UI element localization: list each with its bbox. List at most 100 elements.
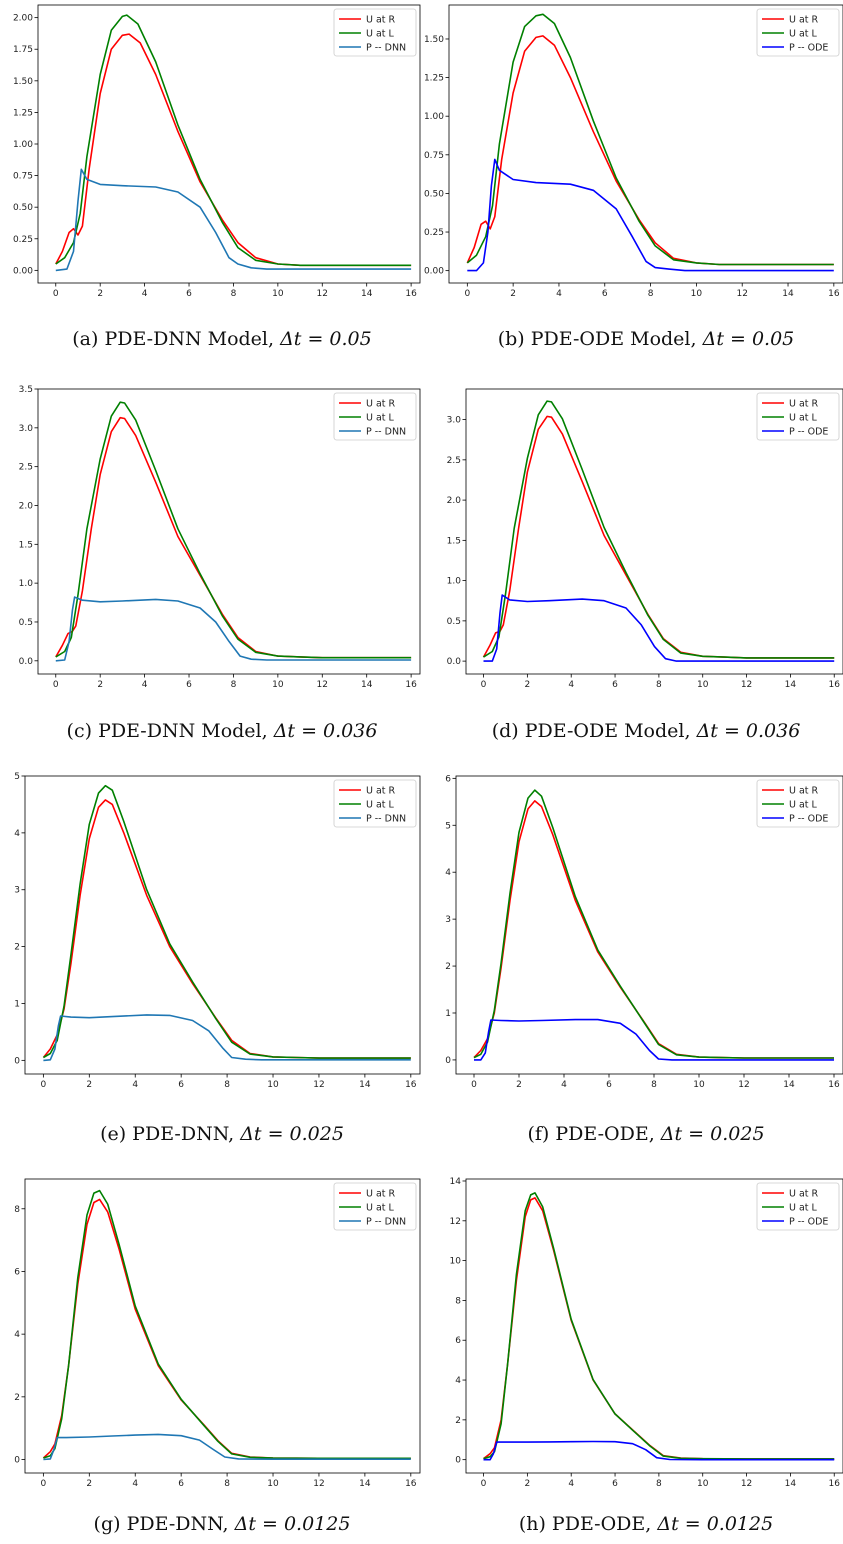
legend-label: U at L	[366, 29, 395, 40]
series-line-h-2	[483, 1440, 835, 1461]
y-tick-label: 14	[450, 1177, 462, 1187]
legend-label: U at R	[789, 399, 819, 410]
x-tick-label: 0	[464, 289, 470, 299]
y-tick-label: 4	[14, 829, 20, 839]
x-tick-label: 0	[53, 289, 59, 299]
x-tick-label: 6	[186, 680, 192, 690]
axes-frame	[37, 388, 421, 675]
x-tick-label: 0	[481, 680, 487, 690]
y-tick-label: 2.5	[19, 463, 33, 473]
legend-label: U at R	[366, 15, 396, 26]
x-tick-label: 6	[612, 680, 618, 690]
x-tick-label: 16	[405, 680, 417, 690]
y-tick-label: 1.00	[424, 112, 444, 122]
legend-label: U at R	[366, 1189, 396, 1200]
x-tick-label: 6	[186, 289, 192, 299]
chart-panel-b: 0 2 4 6 8 10 12 14 16 0.00 0.25 0.50 0.75 1.00 1.25 1.5…	[424, 4, 843, 350]
y-tick-label: 0.0	[19, 657, 34, 667]
x-tick-label: 14	[361, 289, 373, 299]
x-tick-label: 16	[829, 680, 841, 690]
series-line-b-0	[466, 35, 834, 266]
caption-math: Δt = 0.05	[702, 328, 795, 350]
series-line-b-1	[466, 13, 834, 266]
y-tick-label: 2	[445, 962, 451, 972]
series-line-g-2	[43, 1433, 411, 1461]
legend-label: P -- DNN	[366, 427, 406, 438]
axes-frame	[465, 1178, 843, 1474]
x-tick-label: 4	[142, 289, 148, 299]
x-tick-label: 12	[317, 289, 328, 299]
legend: U at R U at L P -- ODE	[756, 1182, 840, 1231]
y-tick-label: 2	[14, 1393, 20, 1403]
x-tick-label: 8	[656, 1479, 662, 1489]
caption-label: (b)	[498, 328, 531, 350]
caption-text: PDE-DNN Model,	[104, 328, 280, 350]
x-tick-label: 6	[178, 1479, 184, 1489]
series-line-c-2	[55, 596, 412, 662]
x-tick-label: 4	[568, 680, 574, 690]
y-tick-label: 2.0	[447, 496, 462, 506]
series-line-e-0	[42, 799, 411, 1059]
caption-label: (h)	[519, 1513, 552, 1535]
caption-text: PDE-ODE Model,	[531, 328, 703, 350]
x-tick-label: 8	[651, 1080, 657, 1090]
y-tick-label: 8	[455, 1296, 461, 1306]
y-tick-label: 2	[14, 943, 20, 953]
y-tick-label: 2.0	[19, 501, 34, 511]
series-line-d-2	[483, 594, 835, 662]
x-tick-label: 0	[53, 680, 59, 690]
legend-label: U at L	[366, 1203, 395, 1214]
x-tick-label: 4	[142, 680, 148, 690]
x-tick-label: 16	[405, 1479, 417, 1489]
series-line-g-0	[42, 1198, 411, 1460]
x-tick-label: 16	[828, 1080, 840, 1090]
x-tick-label: 14	[359, 1479, 371, 1489]
subfigure-caption: (e) PDE-DNN, Δt = 0.025	[100, 1123, 344, 1145]
x-tick-label: 10	[697, 680, 709, 690]
y-tick-label: 5	[445, 821, 451, 831]
x-tick-label: 10	[267, 1080, 279, 1090]
x-tick-label: 4	[132, 1080, 138, 1090]
x-tick-label: 2	[86, 1080, 92, 1090]
y-tick-label: 0	[445, 1056, 451, 1066]
x-tick-label: 0	[41, 1479, 47, 1489]
subfigure-caption: (h) PDE-ODE, Δt = 0.0125	[519, 1513, 773, 1535]
x-tick-label: 8	[224, 1479, 230, 1489]
y-tick-label: 12	[450, 1217, 461, 1227]
series-line-b-2	[467, 158, 834, 272]
y-tick-label: 3.0	[19, 424, 34, 434]
x-tick-label: 6	[612, 1479, 618, 1489]
caption-label: (a)	[72, 328, 104, 350]
legend-label: U at R	[366, 399, 396, 410]
legend: U at R U at L P -- DNN	[333, 392, 417, 441]
axes-frame	[24, 775, 421, 1075]
y-tick-label: 4	[445, 868, 451, 878]
caption-text: PDE-ODE,	[555, 1123, 660, 1145]
x-tick-label: 4	[132, 1479, 138, 1489]
x-tick-label: 12	[741, 1479, 752, 1489]
y-tick-label: 6	[445, 774, 451, 784]
legend-label: U at R	[789, 15, 819, 26]
y-tick-label: 0.00	[424, 267, 444, 277]
legend-label: U at R	[789, 1189, 819, 1200]
caption-text: PDE-ODE Model,	[525, 720, 697, 742]
series-line-g-1	[43, 1189, 411, 1460]
x-tick-label: 8	[656, 680, 662, 690]
x-tick-label: 14	[785, 1479, 797, 1489]
y-tick-label: 2.00	[13, 14, 33, 24]
caption-math: Δt = 0.05	[279, 328, 372, 350]
y-tick-label: 4	[455, 1376, 461, 1386]
y-tick-label: 1.5	[447, 536, 461, 546]
legend-box	[756, 8, 840, 57]
y-tick-label: 1	[14, 999, 20, 1009]
axes-frame	[24, 1178, 421, 1474]
legend-box	[756, 1182, 840, 1231]
x-tick-label: 0	[481, 1479, 487, 1489]
legend-label: U at R	[789, 786, 819, 797]
x-tick-label: 4	[561, 1080, 567, 1090]
subfigure-caption: (b) PDE-ODE Model, Δt = 0.05	[498, 328, 795, 350]
x-tick-label: 10	[697, 1479, 709, 1489]
y-tick-label: 1.25	[13, 108, 33, 118]
legend-label: U at R	[366, 786, 396, 797]
